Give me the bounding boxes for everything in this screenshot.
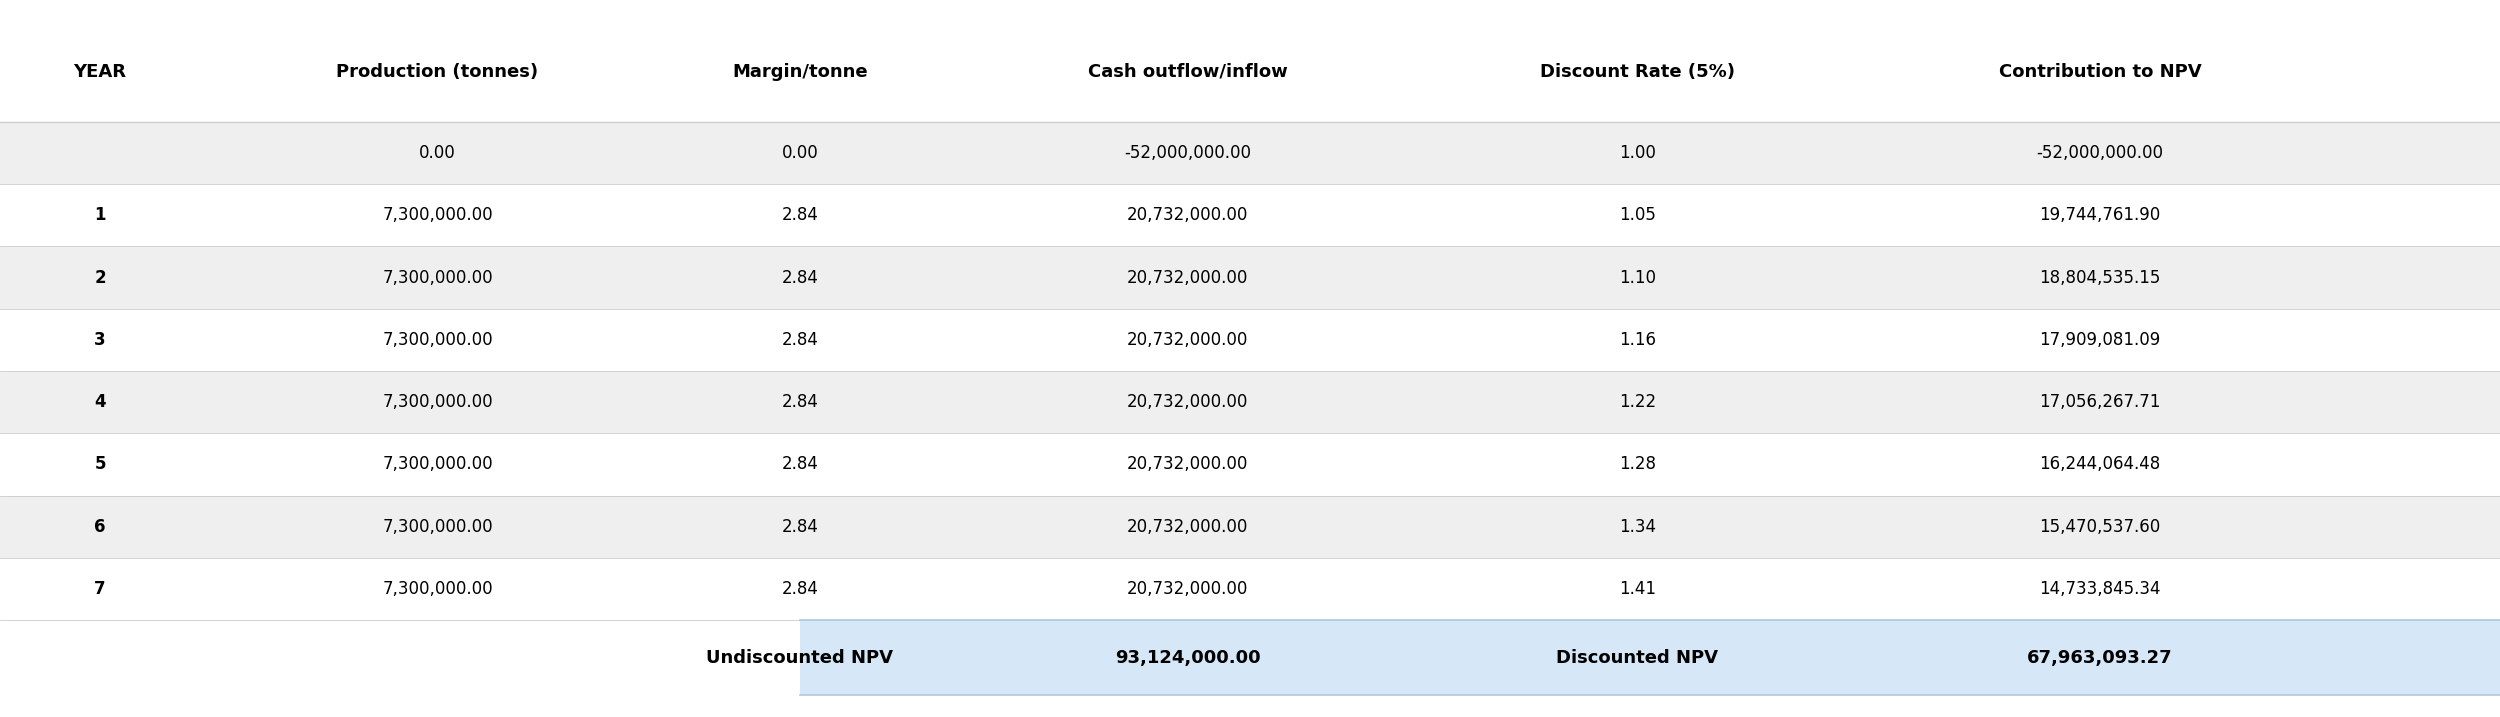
Text: 6: 6 bbox=[95, 518, 105, 536]
Text: Discount Rate (5%): Discount Rate (5%) bbox=[1540, 62, 1735, 81]
Text: 2.84: 2.84 bbox=[782, 269, 818, 287]
Text: 1.41: 1.41 bbox=[1620, 580, 1655, 598]
Text: 1.10: 1.10 bbox=[1620, 269, 1655, 287]
Text: 20,732,000.00: 20,732,000.00 bbox=[1128, 269, 1248, 287]
Text: 5: 5 bbox=[95, 455, 105, 473]
Text: 1.28: 1.28 bbox=[1620, 455, 1655, 473]
Text: Cash outflow/inflow: Cash outflow/inflow bbox=[1088, 62, 1288, 81]
Text: 67,963,093.27: 67,963,093.27 bbox=[2028, 649, 2172, 667]
Text: Margin/tonne: Margin/tonne bbox=[732, 62, 868, 81]
FancyBboxPatch shape bbox=[0, 309, 2500, 371]
Text: 17,056,267.71: 17,056,267.71 bbox=[2040, 393, 2160, 411]
Text: 7,300,000.00: 7,300,000.00 bbox=[382, 393, 492, 411]
Text: -52,000,000.00: -52,000,000.00 bbox=[1125, 144, 1250, 162]
Text: 7: 7 bbox=[95, 580, 105, 598]
Text: 2.84: 2.84 bbox=[782, 206, 818, 224]
Text: Discounted NPV: Discounted NPV bbox=[1558, 649, 1718, 667]
Text: 1.34: 1.34 bbox=[1620, 518, 1655, 536]
Text: 1.00: 1.00 bbox=[1620, 144, 1655, 162]
Text: 20,732,000.00: 20,732,000.00 bbox=[1128, 206, 1248, 224]
Text: 7,300,000.00: 7,300,000.00 bbox=[382, 455, 492, 473]
Text: 0.00: 0.00 bbox=[420, 144, 455, 162]
Text: 20,732,000.00: 20,732,000.00 bbox=[1128, 331, 1248, 349]
Text: Contribution to NPV: Contribution to NPV bbox=[1998, 62, 2202, 81]
Text: 3: 3 bbox=[95, 331, 105, 349]
Text: 20,732,000.00: 20,732,000.00 bbox=[1128, 393, 1248, 411]
Text: 7,300,000.00: 7,300,000.00 bbox=[382, 269, 492, 287]
Text: 2.84: 2.84 bbox=[782, 580, 818, 598]
Text: 1.22: 1.22 bbox=[1620, 393, 1655, 411]
FancyBboxPatch shape bbox=[0, 371, 2500, 433]
FancyBboxPatch shape bbox=[0, 247, 2500, 309]
Text: 1.16: 1.16 bbox=[1620, 331, 1655, 349]
Text: 1.05: 1.05 bbox=[1620, 206, 1655, 224]
Text: 2.84: 2.84 bbox=[782, 393, 818, 411]
Text: 2.84: 2.84 bbox=[782, 331, 818, 349]
FancyBboxPatch shape bbox=[0, 495, 2500, 558]
Text: 20,732,000.00: 20,732,000.00 bbox=[1128, 518, 1248, 536]
Text: 16,244,064.48: 16,244,064.48 bbox=[2040, 455, 2160, 473]
FancyBboxPatch shape bbox=[0, 558, 2500, 620]
Text: 2: 2 bbox=[95, 269, 105, 287]
Text: 20,732,000.00: 20,732,000.00 bbox=[1128, 455, 1248, 473]
FancyBboxPatch shape bbox=[0, 22, 2500, 122]
Text: YEAR: YEAR bbox=[72, 62, 127, 81]
Text: 1: 1 bbox=[95, 206, 105, 224]
Text: Production (tonnes): Production (tonnes) bbox=[338, 62, 538, 81]
Text: 7,300,000.00: 7,300,000.00 bbox=[382, 580, 492, 598]
FancyBboxPatch shape bbox=[0, 184, 2500, 247]
Text: 20,732,000.00: 20,732,000.00 bbox=[1128, 580, 1248, 598]
Text: 2.84: 2.84 bbox=[782, 455, 818, 473]
Text: 93,124,000.00: 93,124,000.00 bbox=[1115, 649, 1260, 667]
Text: 4: 4 bbox=[95, 393, 105, 411]
Text: -52,000,000.00: -52,000,000.00 bbox=[2037, 144, 2162, 162]
Text: 15,470,537.60: 15,470,537.60 bbox=[2040, 518, 2160, 536]
Text: 19,744,761.90: 19,744,761.90 bbox=[2040, 206, 2160, 224]
FancyBboxPatch shape bbox=[0, 433, 2500, 495]
Text: 0.00: 0.00 bbox=[782, 144, 818, 162]
Text: 7,300,000.00: 7,300,000.00 bbox=[382, 206, 492, 224]
Text: 2.84: 2.84 bbox=[782, 518, 818, 536]
Text: 14,733,845.34: 14,733,845.34 bbox=[2040, 580, 2160, 598]
Text: Undiscounted NPV: Undiscounted NPV bbox=[707, 649, 892, 667]
FancyBboxPatch shape bbox=[0, 122, 2500, 184]
Text: 7,300,000.00: 7,300,000.00 bbox=[382, 518, 492, 536]
Text: 17,909,081.09: 17,909,081.09 bbox=[2040, 331, 2160, 349]
Text: 7,300,000.00: 7,300,000.00 bbox=[382, 331, 492, 349]
Text: 18,804,535.15: 18,804,535.15 bbox=[2040, 269, 2160, 287]
FancyBboxPatch shape bbox=[800, 620, 2500, 695]
